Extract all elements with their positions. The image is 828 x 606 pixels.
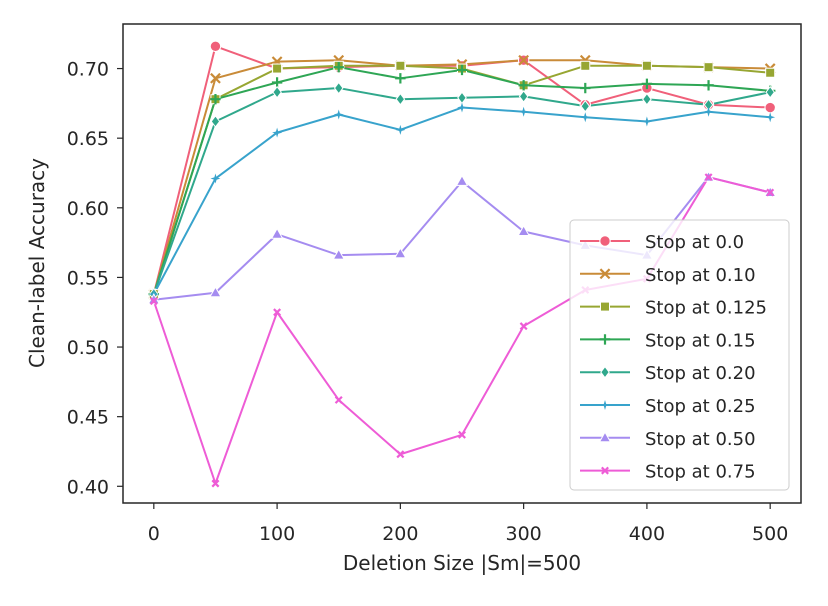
data-point-stop-at-0-15: [518, 80, 529, 91]
data-point-stop-at-0-25: [333, 109, 344, 120]
data-point-stop-at-0-10: [518, 54, 530, 66]
legend-label-stop-at-0-75: Stop at 0.75: [645, 462, 756, 483]
data-point-stop-at-0-125: [272, 63, 283, 74]
data-point-stop-at-0-25: [210, 173, 221, 184]
data-point-stop-at-0-25: [641, 116, 652, 127]
legend-marker-stop-at-0-50: [598, 431, 612, 443]
legend-marker-stop-at-0-25: [600, 400, 610, 410]
data-point-stop-at-0-20: [765, 85, 776, 99]
x-tick-label: 100: [259, 523, 295, 545]
y-tick-label: 0.55: [67, 267, 109, 289]
data-point-stop-at-0-75: [273, 308, 282, 317]
data-point-stop-at-0-25: [457, 102, 467, 113]
data-point-stop-at-0-50: [517, 224, 530, 236]
legend-marker-stop-at-0-20: [600, 365, 610, 379]
data-point-stop-at-0-15: [703, 80, 714, 91]
data-point-stop-at-0-20: [518, 90, 529, 103]
data-point-stop-at-0-50: [209, 286, 222, 298]
data-point-stop-at-0-20: [333, 81, 344, 95]
data-point-stop-at-0-125: [580, 60, 591, 71]
y-axis-label: Clean-label Accuracy: [25, 158, 49, 368]
legend-marker-stop-at-0-15: [599, 334, 611, 345]
data-point-stop-at-0-20: [210, 115, 221, 128]
data-point-stop-at-0-75: [334, 395, 343, 404]
data-point-stop-at-0-50: [270, 227, 284, 239]
legend-label-stop-at-0-50: Stop at 0.50: [645, 429, 756, 450]
data-point-stop-at-0-15: [210, 93, 221, 105]
y-tick-label: 0.60: [67, 198, 109, 220]
data-point-stop-at-0-25: [518, 106, 529, 117]
data-point-stop-at-0-15: [333, 61, 344, 73]
legend-label-stop-at-0-125: Stop at 0.125: [645, 298, 767, 319]
data-point-stop-at-0-15: [456, 64, 468, 76]
x-tick-label: 400: [629, 523, 665, 545]
legend-marker-stop-at-0-125: [600, 301, 610, 312]
data-point-stop-at-0-25: [703, 106, 714, 117]
x-axis-ticks: 0 100 200 300 400 500: [148, 503, 788, 545]
data-point-stop-at-0-20: [395, 92, 406, 106]
data-point-stop-at-0-10: [210, 72, 221, 84]
data-point-stop-at-0-15: [641, 78, 653, 90]
y-tick-label: 0.40: [67, 476, 109, 498]
data-point-stop-at-0-125: [641, 60, 652, 71]
data-point-stop-at-0-75: [519, 322, 528, 331]
data-point-stop-at-0-25: [765, 112, 776, 123]
legend: Stop at 0.0 Stop at 0.10 Stop at 0.125 Stop…: [569, 219, 790, 491]
y-tick-label: 0.50: [67, 337, 109, 359]
data-point-stop-at-0-0: [209, 40, 222, 52]
legend-label-stop-at-0-0: Stop at 0.0: [645, 232, 744, 253]
legend-label-stop-at-0-15: Stop at 0.15: [645, 330, 756, 351]
legend-label-stop-at-0-20: Stop at 0.20: [645, 363, 756, 384]
plot-frame: [122, 23, 802, 504]
data-point-stop-at-0-25: [272, 127, 283, 138]
legend-label-stop-at-0-25: Stop at 0.25: [645, 396, 756, 417]
data-point-stop-at-0-75: [458, 430, 466, 439]
legend-label-stop-at-0-10: Stop at 0.10: [645, 265, 756, 286]
y-axis-ticks: 0.40 0.45 0.50 0.55 0.60 0.65 0.70: [67, 59, 123, 498]
y-tick-label: 0.65: [67, 128, 109, 150]
legend-marker-stop-at-0-10: [599, 268, 611, 280]
data-point-stop-at-0-75: [149, 297, 158, 306]
data-point-stop-at-0-75: [766, 188, 775, 197]
data-point-stop-at-0-25: [580, 112, 591, 123]
data-point-stop-at-0-15: [395, 73, 406, 84]
data-point-stop-at-0-20: [272, 85, 282, 99]
data-point-stop-at-0-20: [580, 99, 591, 113]
data-point-stop-at-0-75: [211, 479, 220, 488]
data-point-stop-at-0-75: [704, 173, 713, 182]
x-axis-label: Deletion Size |Sm|=500: [343, 551, 581, 575]
legend-box: [569, 219, 790, 491]
data-point-stop-at-0-50: [332, 248, 345, 260]
data-point-stop-at-0-50: [455, 174, 469, 186]
data-point-stop-at-0-25: [395, 124, 406, 135]
data-point-stop-at-0-50: [394, 247, 407, 259]
y-tick-label: 0.70: [67, 59, 109, 81]
data-point-stop-at-0-0: [764, 101, 776, 114]
data-point-stop-at-0-125: [703, 62, 714, 73]
x-tick-label: 200: [382, 523, 418, 545]
legend-marker-stop-at-0-75: [601, 466, 609, 475]
x-tick-label: 0: [148, 523, 160, 545]
x-tick-label: 300: [506, 523, 542, 545]
y-tick-label: 0.45: [67, 407, 109, 429]
data-point-stop-at-0-125: [395, 60, 406, 71]
legend-marker-stop-at-0-0: [599, 235, 611, 247]
data-point-stop-at-0-125: [765, 67, 776, 78]
series-markers: [147, 40, 777, 488]
data-point-stop-at-0-15: [580, 82, 591, 94]
data-point-stop-at-0-20: [642, 92, 652, 106]
x-tick-label: 500: [752, 523, 788, 545]
data-point-stop-at-0-75: [396, 450, 405, 459]
